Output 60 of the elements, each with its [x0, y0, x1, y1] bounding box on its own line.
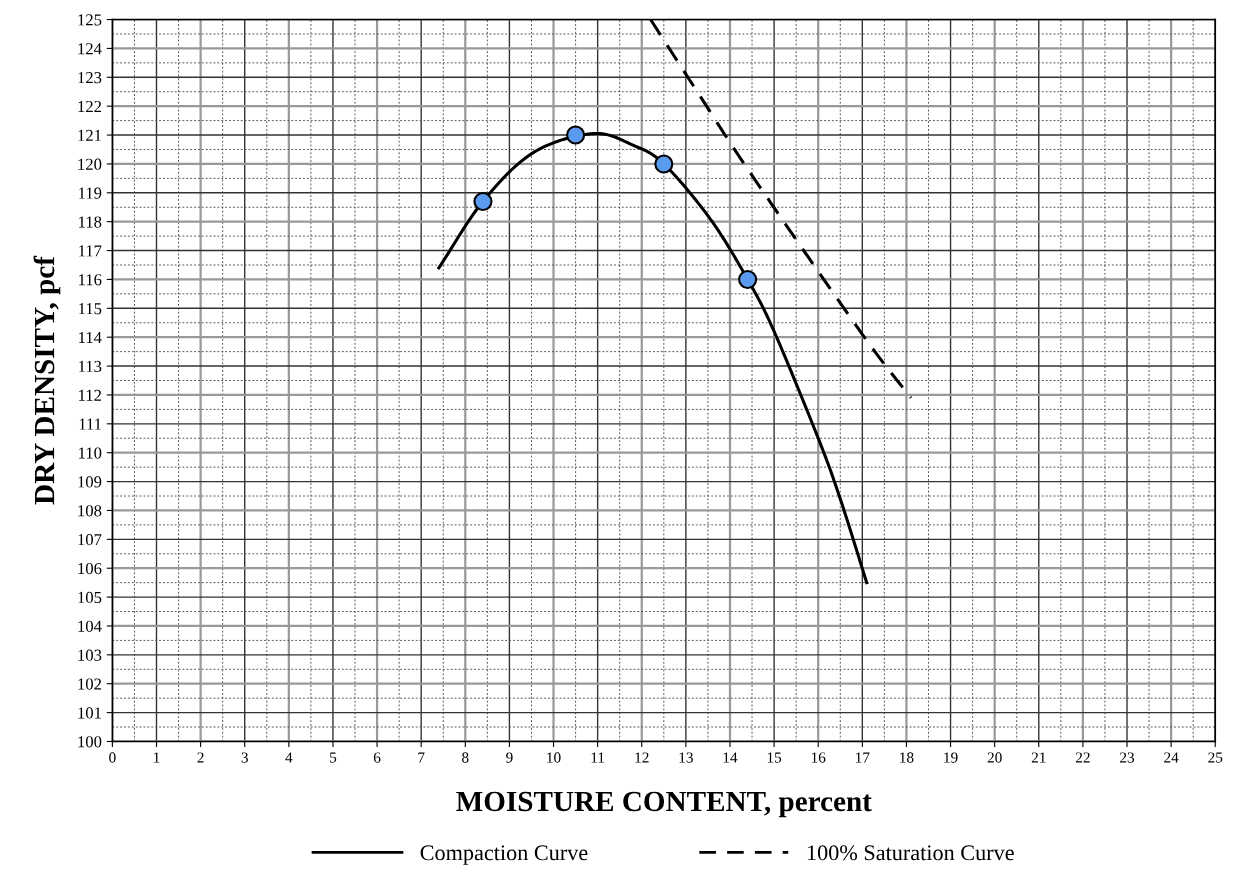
y-tick-label: 125 [78, 14, 102, 26]
x-tick-label: 12 [635, 752, 649, 763]
y-tick-label: 122 [78, 100, 102, 112]
x-tick-label: 8 [462, 752, 469, 763]
y-tick-label: 102 [78, 678, 102, 690]
x-tick-label: 19 [944, 752, 958, 763]
y-tick-label: 120 [78, 158, 102, 170]
x-tick-label: 14 [723, 752, 738, 763]
y-tick-label: 104 [78, 620, 102, 632]
x-tick-label: 7 [418, 752, 425, 763]
x-tick-label: 18 [900, 752, 914, 763]
x-tick-label: 21 [1031, 752, 1046, 763]
point [654, 154, 674, 174]
y-tick-label: 116 [79, 274, 102, 286]
x-tick-label: 1 [154, 752, 160, 763]
x-tick-label: 5 [330, 752, 337, 763]
legend-label: 100% Saturation Curve [807, 845, 1014, 861]
y-tick-label: 110 [79, 447, 102, 459]
x-tick-label: 13 [679, 752, 693, 763]
x-tick-label: 10 [547, 752, 561, 763]
x-tick-label: 17 [856, 752, 870, 763]
y-tick-label: 101 [78, 707, 101, 719]
y-tick-label: 108 [78, 505, 102, 517]
y-tick-label: 100 [78, 736, 102, 748]
y-tick-label: 111 [79, 418, 101, 430]
x-tick-label: 6 [373, 752, 381, 763]
legend-label: Compaction Curve [420, 845, 588, 865]
y-tick-label: 123 [78, 72, 102, 84]
y-tick-label: 103 [78, 649, 102, 661]
y-tick-label: 114 [79, 331, 102, 343]
x-tick-label: 11 [591, 752, 605, 763]
point [473, 191, 493, 212]
x-tick-label: 3 [241, 752, 248, 763]
x-tick-label: 9 [506, 752, 513, 763]
y-tick-label: 105 [78, 591, 102, 604]
point [566, 125, 586, 145]
x-tick-label: 25 [1208, 752, 1223, 763]
y-tick-label: 113 [79, 360, 102, 373]
y-tick-label: 124 [78, 43, 102, 55]
x-tick-label: 15 [767, 752, 782, 763]
y-tick-label: 118 [79, 216, 102, 228]
y-tick-label: 117 [79, 245, 102, 257]
x-tick-label: 0 [109, 752, 116, 763]
y-tick-label: 112 [79, 389, 102, 401]
x-tick-label: 24 [1164, 752, 1179, 763]
x-tick-label: 23 [1120, 752, 1135, 763]
y-tick-label: 119 [79, 187, 102, 199]
y-tick-label: 107 [78, 534, 102, 546]
x-tick-label: 22 [1075, 752, 1090, 763]
x-tick-label: 2 [197, 752, 204, 763]
y-tick-label: 106 [78, 562, 102, 575]
y-axis-title: DRY DENSITY, pcf [33, 255, 61, 505]
x-tick-label: 20 [987, 752, 1002, 763]
x-tick-label: 16 [811, 752, 826, 763]
x-axis-title: MOISTURE CONTENT, percent [456, 791, 872, 818]
y-tick-label: 109 [78, 476, 102, 488]
y-tick-label: 115 [79, 303, 102, 315]
point [738, 269, 758, 289]
x-tick-label: 4 [285, 752, 293, 763]
y-tick-label: 121 [78, 129, 101, 141]
